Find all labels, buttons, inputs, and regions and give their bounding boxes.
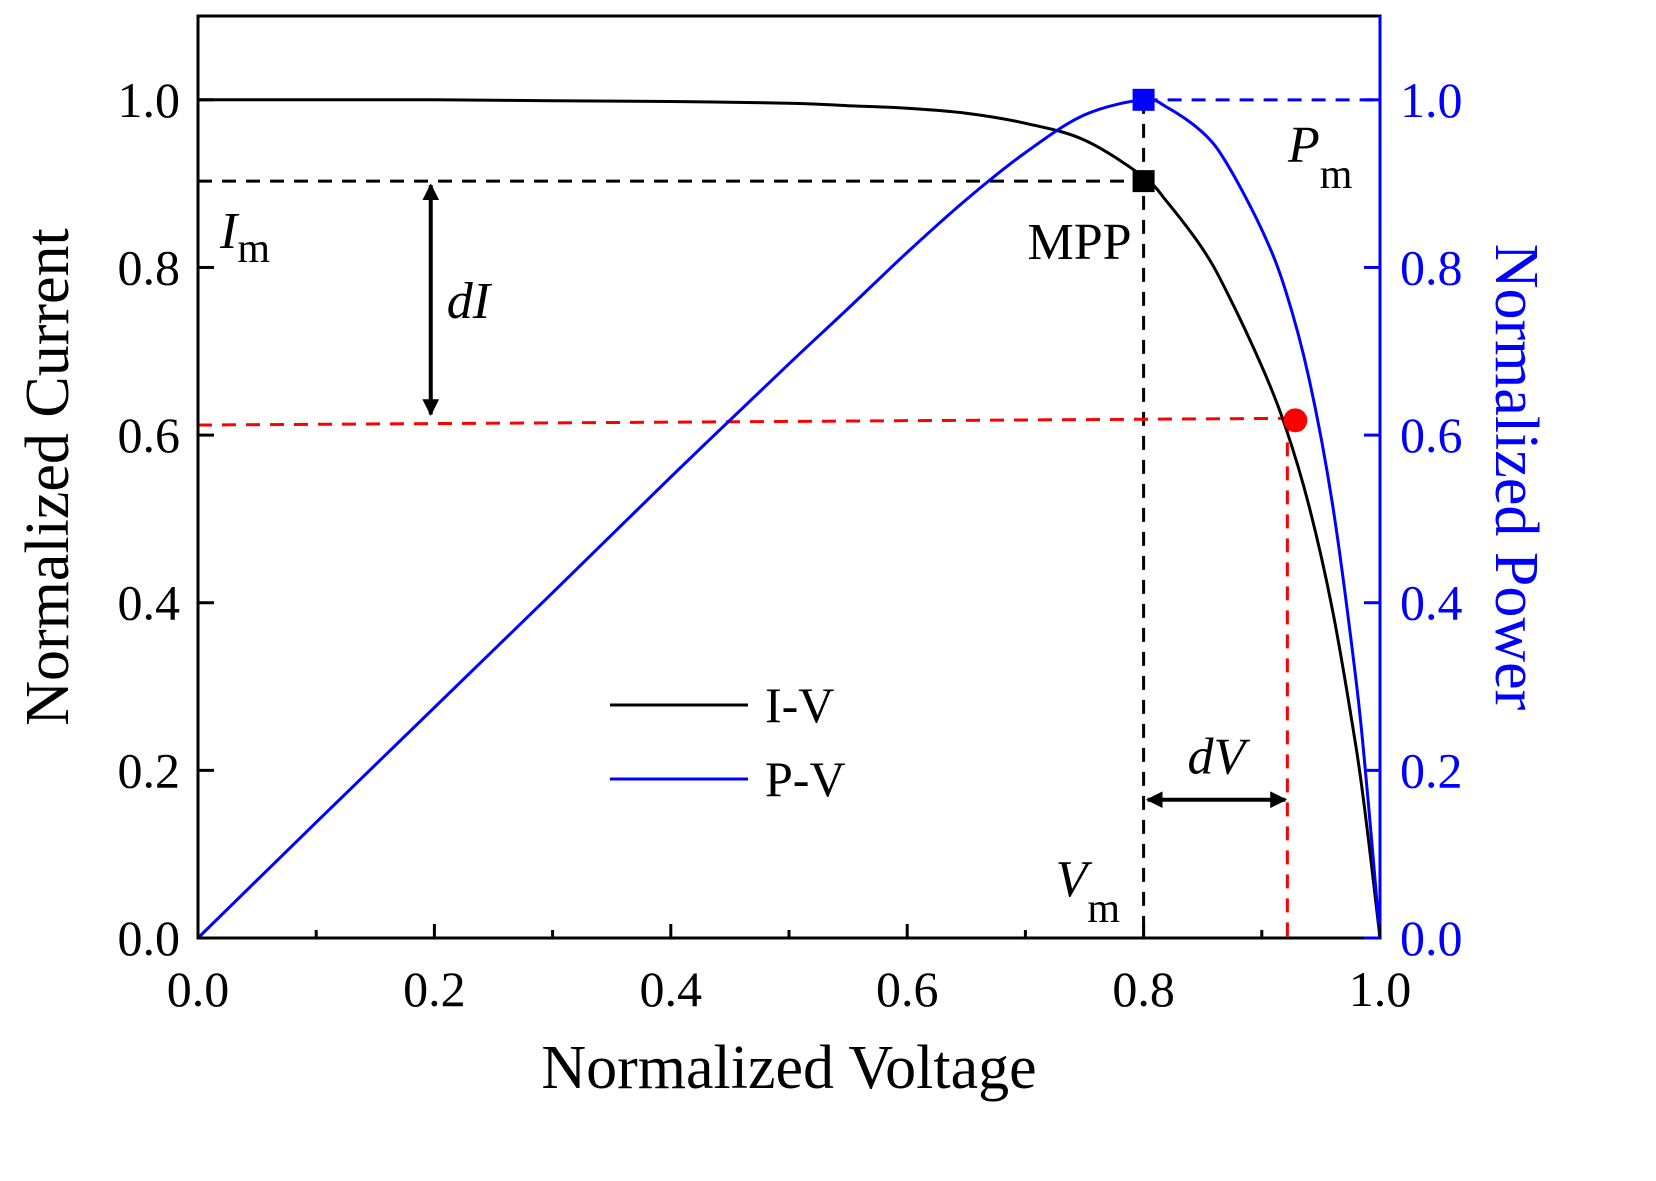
legend-iv-label: I-V [765, 677, 834, 733]
operating-point-marker [1283, 408, 1308, 433]
y-right-tick-label-5: 1.0 [1400, 72, 1463, 128]
y-right-tick-label-0: 0.0 [1400, 910, 1463, 966]
di-label: dI [447, 273, 493, 330]
y-left-tick-label-4: 0.8 [118, 239, 181, 295]
legend-pv-label: P-V [765, 751, 846, 807]
axis-ticks: 0.0 0.2 0.4 0.6 0.8 1.00.00.20.40.60.81.00.00… [118, 72, 1463, 1017]
y-right-tick-label-1: 0.2 [1400, 742, 1463, 798]
im-label: Im [219, 203, 270, 272]
legend: I-V P-V [610, 677, 846, 807]
y-right-tick-label-3: 0.6 [1400, 407, 1463, 463]
x-tick-label-2: 0.4 [640, 961, 703, 1017]
pv-series-line [196, 98, 1382, 940]
guide-lines [197, 98, 1380, 938]
y-left-tick-label-3: 0.6 [118, 407, 181, 463]
mpp-pv-marker [1132, 88, 1155, 111]
op-current-guide-line [197, 416, 1292, 427]
x-tick-label-1: 0.2 [403, 961, 466, 1017]
im-sub: m [237, 226, 270, 272]
x-tick-label-5: 1.0 [1349, 961, 1412, 1017]
dv-label: dV [1187, 729, 1250, 786]
mpp-label: MPP [1028, 214, 1132, 271]
y-right-tick-label-4: 0.8 [1400, 239, 1463, 295]
im-main: I [219, 203, 240, 260]
x-tick-label-4: 0.8 [1112, 961, 1175, 1017]
x-axis-title: Normalized Voltage [541, 1034, 1036, 1102]
pm-label: Pm [1287, 117, 1353, 198]
pm-main: P [1287, 117, 1320, 174]
y-right-tick-label-2: 0.4 [1400, 575, 1463, 631]
x-tick-label-0: 0.0 [167, 961, 230, 1017]
vm-label: Vm [1056, 851, 1121, 932]
y-left-tick-label-5: 1.0 [118, 72, 181, 128]
left-axis-title: Normalized Current [14, 228, 82, 726]
pm-sub: m [1320, 152, 1353, 198]
right-axis-title: Normalized Power [1482, 244, 1550, 711]
y-left-tick-label-0: 0.0 [118, 910, 181, 966]
mpp-iv-marker [1132, 170, 1155, 193]
vm-sub: m [1087, 886, 1120, 932]
vm-main: V [1056, 851, 1093, 908]
y-left-tick-label-1: 0.2 [118, 742, 181, 798]
iv-series-line [197, 98, 1382, 939]
y-left-tick-label-2: 0.4 [118, 575, 181, 631]
x-tick-label-3: 0.6 [876, 961, 939, 1017]
